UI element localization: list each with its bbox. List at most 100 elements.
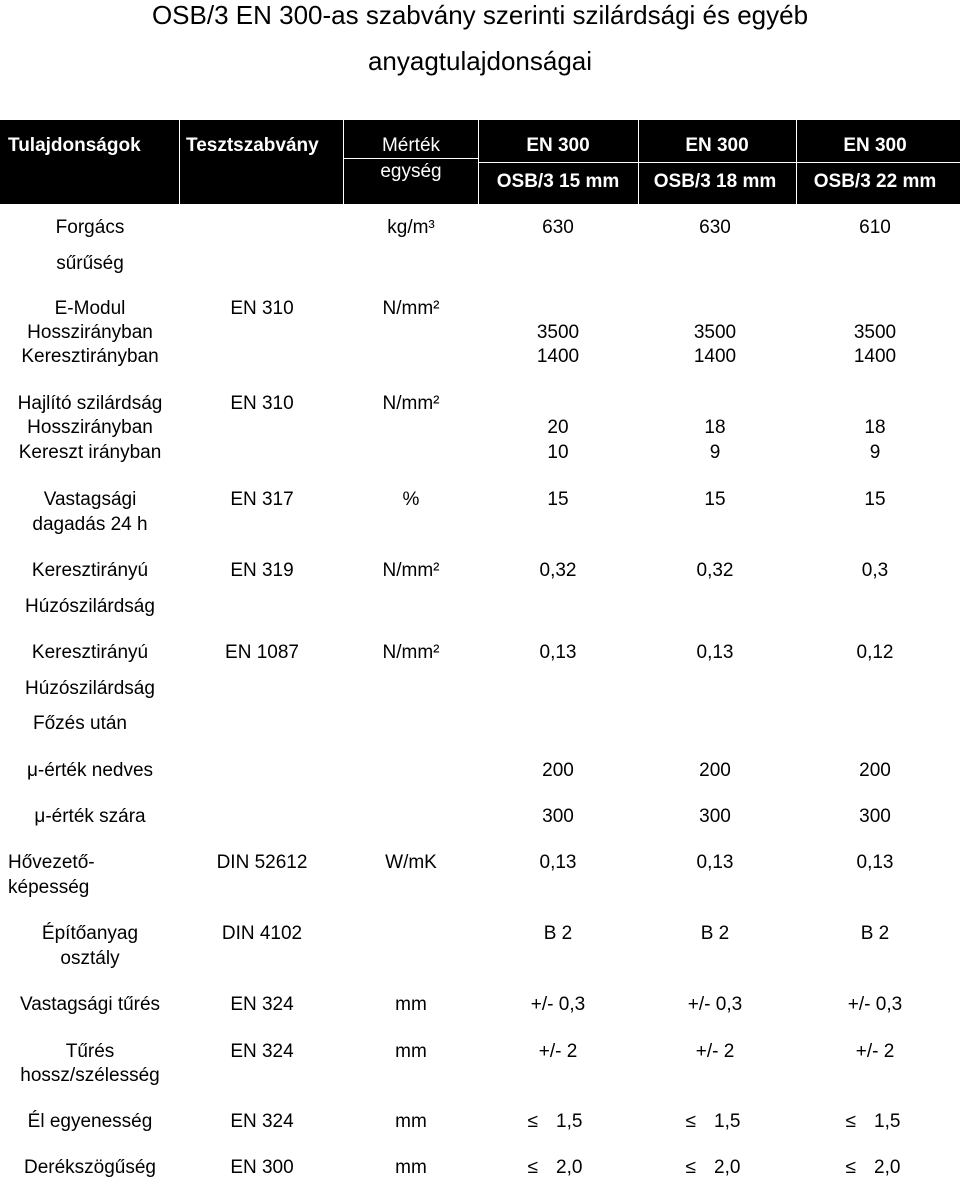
value-cell: B 2 (700, 923, 730, 944)
property-label: Él egyenesség (27, 1111, 153, 1132)
value-text: 1,5 (714, 1111, 741, 1132)
property-label: dagadás 24 h (32, 514, 148, 535)
property-label: μ-érték nedves (26, 760, 154, 781)
property-label: Keresztirányú (31, 642, 149, 663)
value-cell: 200 (699, 760, 731, 781)
property-label: Hővezető- (8, 852, 95, 873)
property-label: Keresztirányban (21, 346, 159, 367)
property-label: Főzés után (33, 713, 127, 734)
value-cell: 300 (542, 806, 574, 827)
value-cell: 9 (869, 442, 881, 463)
header-unit-line1: Mérték (381, 135, 441, 156)
header-col22-line2: OSB/3 22 mm (813, 171, 937, 192)
unit-cell: mm (395, 1041, 427, 1062)
standard-cell: EN 310 (230, 393, 294, 414)
value-cell: ≤2,0 (528, 1156, 583, 1180)
value-cell: 3500 (693, 322, 737, 343)
standard-cell: EN 319 (230, 560, 294, 581)
page-title-line1: OSB/3 EN 300-as szabvány szerinti szilár… (151, 0, 809, 30)
value-text: 2,0 (556, 1157, 583, 1178)
value-cell: 1400 (536, 346, 580, 367)
value-cell: B 2 (543, 923, 573, 944)
standard-cell: EN 324 (230, 1041, 294, 1062)
unit-cell: N/mm² (382, 642, 440, 663)
value-text: 2,0 (874, 1157, 901, 1178)
standard-cell: EN 310 (230, 298, 294, 319)
property-label: E-Modul (54, 298, 126, 319)
header-test-standard: Tesztszabvány (186, 135, 319, 156)
unit-cell: mm (395, 1157, 427, 1178)
value-cell: 0,13 (856, 852, 894, 873)
standard-cell: EN 1087 (225, 642, 299, 663)
value-cell: 18 (864, 417, 886, 438)
value-cell: 200 (542, 760, 574, 781)
property-label: sűrűség (56, 253, 124, 274)
header-divider (343, 158, 478, 159)
header-col22-line1: EN 300 (843, 135, 907, 156)
value-cell: 200 (859, 760, 891, 781)
header-divider (179, 120, 180, 204)
property-label: Hosszirányban (27, 417, 153, 438)
value-cell: +/- 2 (538, 1041, 578, 1062)
value-cell: +/- 0,3 (687, 994, 743, 1015)
value-cell: 0,13 (539, 852, 577, 873)
header-unit-line2: egység (380, 161, 442, 182)
value-cell: 15 (704, 489, 726, 510)
property-label: Vastagsági (43, 489, 137, 510)
value-cell: 0,32 (539, 560, 577, 581)
less-equal-icon: ≤ (685, 1157, 697, 1178)
less-equal-icon: ≤ (527, 1111, 539, 1132)
value-cell: 18 (704, 417, 726, 438)
property-label: μ-érték szára (34, 806, 146, 827)
standard-cell: EN 317 (230, 489, 294, 510)
value-cell: 1400 (693, 346, 737, 367)
property-label: Forgács (55, 217, 125, 238)
standard-cell: EN 324 (230, 994, 294, 1015)
page-title-line2: anyagtulajdonságai (367, 46, 593, 76)
header-col18-line1: EN 300 (685, 135, 749, 156)
unit-cell: kg/m³ (387, 217, 435, 238)
value-cell: 9 (709, 442, 721, 463)
value-cell: +/- 0,3 (847, 994, 903, 1015)
value-cell: 15 (547, 489, 569, 510)
header-properties: Tulajdonságok (8, 135, 141, 156)
property-label: Építőanyag (41, 923, 139, 944)
less-equal-icon: ≤ (527, 1157, 539, 1178)
value-cell: 0,32 (696, 560, 734, 581)
standard-cell: DIN 4102 (221, 923, 303, 944)
value-cell: 300 (859, 806, 891, 827)
value-cell: ≤2,0 (846, 1156, 901, 1180)
value-cell: ≤1,5 (686, 1110, 741, 1134)
value-cell: 3500 (853, 322, 897, 343)
property-label: osztály (60, 948, 120, 969)
value-cell: 15 (864, 489, 886, 510)
value-cell: 0,3 (861, 560, 889, 581)
unit-cell: N/mm² (382, 298, 440, 319)
value-cell: 0,13 (696, 852, 734, 873)
unit-cell: mm (395, 1111, 427, 1132)
property-label: Húzószilárdság (25, 678, 155, 699)
value-cell: ≤1,5 (528, 1110, 583, 1134)
header-divider (478, 162, 960, 163)
header-col15-line2: OSB/3 15 mm (496, 171, 620, 192)
property-label: képesség (8, 877, 90, 898)
property-label: Hajlító szilárdság (17, 393, 163, 414)
value-cell: 10 (547, 442, 569, 463)
less-equal-icon: ≤ (845, 1111, 857, 1132)
value-cell: 0,12 (856, 642, 894, 663)
property-label: Kereszt irányban (18, 442, 162, 463)
less-equal-icon: ≤ (685, 1111, 697, 1132)
unit-cell: N/mm² (382, 393, 440, 414)
value-cell: 0,13 (696, 642, 734, 663)
value-cell: 3500 (536, 322, 580, 343)
value-cell: 300 (699, 806, 731, 827)
property-label: Derékszögűség (23, 1157, 157, 1178)
property-label: Keresztirányú (31, 560, 149, 581)
value-cell: +/- 2 (855, 1041, 895, 1062)
value-cell: 610 (859, 217, 891, 238)
value-cell: ≤2,0 (686, 1156, 741, 1180)
value-cell: +/- 0,3 (530, 994, 586, 1015)
value-cell: 630 (542, 217, 574, 238)
table-header: Tulajdonságok Tesztszabvány Mérték egysé… (0, 120, 960, 204)
standard-cell: EN 324 (230, 1111, 294, 1132)
